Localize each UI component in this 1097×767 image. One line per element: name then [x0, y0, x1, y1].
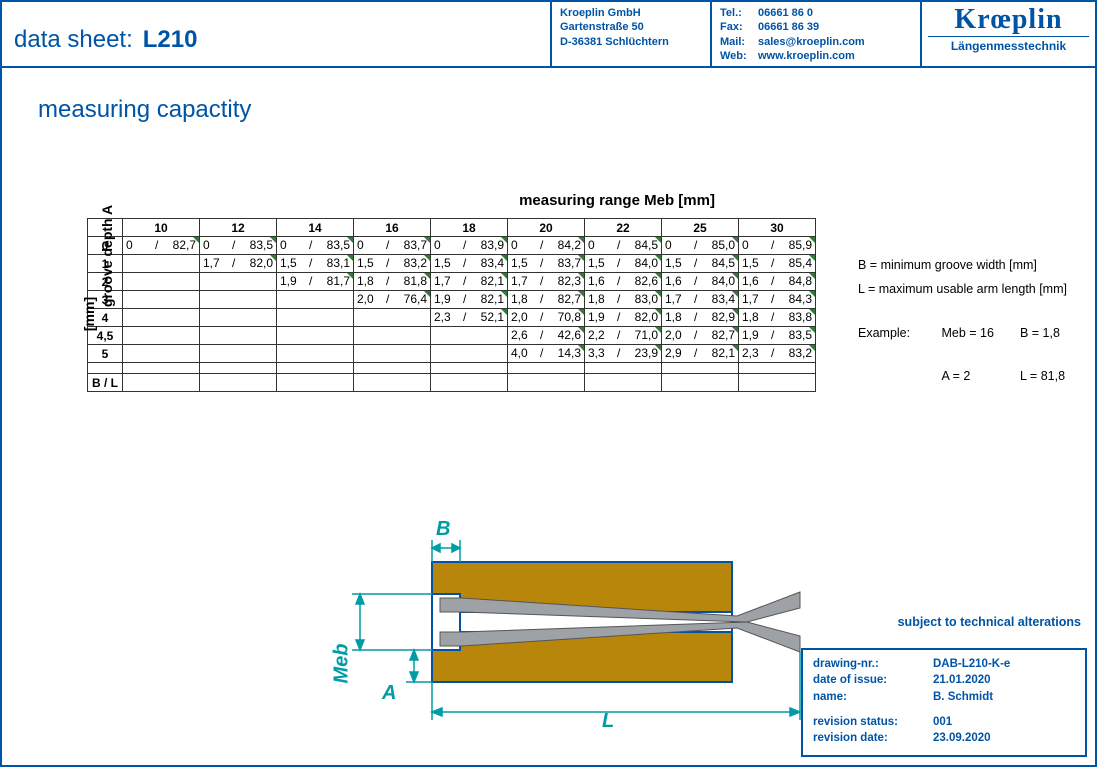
table-ylabel: groove depth A [99, 186, 115, 326]
header: data sheet: L210 Kroeplin GmbH Gartenstr… [2, 2, 1095, 68]
subject-note: subject to technical alterations [898, 615, 1081, 629]
capacity-table-zone: measuring range Meb [mm] groove depth A … [87, 218, 816, 392]
title-label: data sheet: [14, 26, 133, 54]
company-logo: Krœplin Längenmesstechnik [920, 2, 1095, 66]
logo-tagline: Längenmesstechnik [928, 36, 1089, 53]
legend-example-label: Example: [858, 322, 938, 346]
addr-street: Gartenstraße 50 [560, 20, 702, 34]
sheet-title: data sheet: L210 [2, 2, 550, 66]
capacity-table: 10121416182022253000/82,70/83,50/83,50/8… [87, 218, 816, 392]
title-block: drawing-nr.:DAB-L210-K-edate of issue:21… [801, 648, 1087, 757]
section-title: measuring capactity [2, 68, 1095, 124]
addr-city: D-36381 Schlüchtern [560, 35, 702, 49]
groove-diagram: B A Meb L [322, 532, 802, 732]
addr-company: Kroeplin GmbH [560, 6, 702, 20]
data-sheet: data sheet: L210 Kroeplin GmbH Gartenstr… [0, 0, 1097, 767]
table-caption: measuring range Meb [mm] [367, 192, 867, 209]
dim-label-meb: Meb [331, 644, 354, 684]
dim-label-a: A [382, 682, 396, 705]
company-contact: Tel.:06661 86 0 Fax:06661 86 39 Mail:sal… [710, 2, 920, 66]
dim-label-b: B [436, 518, 450, 541]
legend-b: B = minimum groove width [mm] [858, 254, 1067, 278]
company-address: Kroeplin GmbH Gartenstraße 50 D-36381 Sc… [550, 2, 710, 66]
table-yunit: [mm] [81, 297, 97, 331]
dim-label-l: L [602, 710, 614, 733]
legend: B = minimum groove width [mm] L = maximu… [858, 254, 1067, 389]
logo-brand: Krœplin [928, 6, 1089, 34]
title-value: L210 [143, 26, 198, 54]
legend-l: L = maximum usable arm length [mm] [858, 278, 1067, 302]
